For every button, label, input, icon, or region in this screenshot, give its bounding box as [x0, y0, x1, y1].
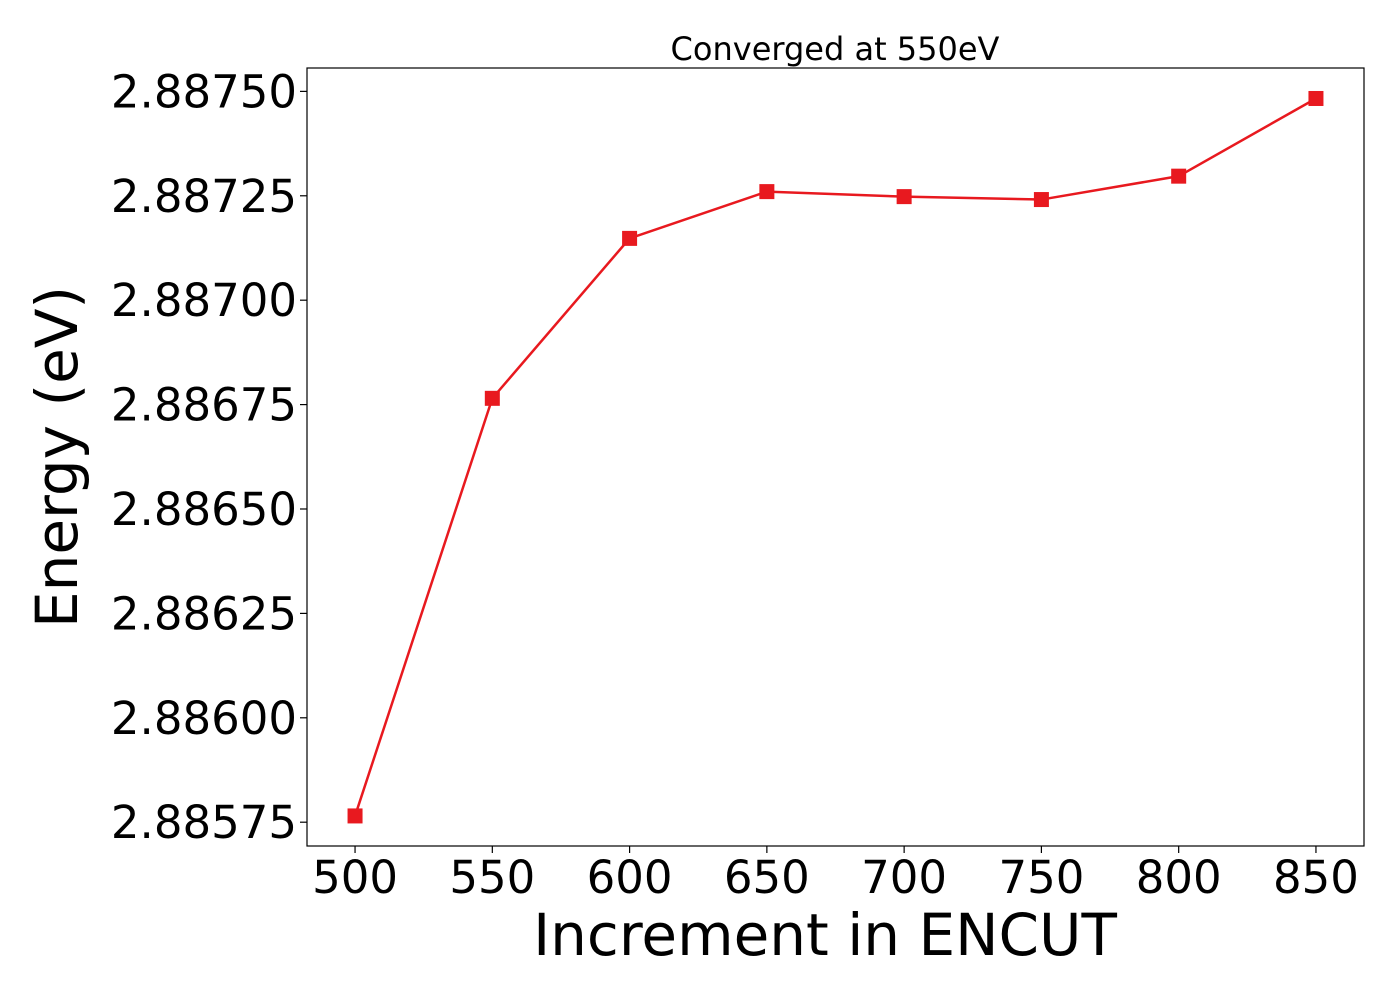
data-point-marker	[622, 230, 638, 246]
x-tick-label: 650	[724, 851, 810, 904]
data-point-marker	[896, 189, 912, 205]
x-tick-label: 550	[449, 851, 535, 904]
data-point-marker	[1033, 192, 1049, 208]
data-point-marker	[484, 390, 500, 406]
data-point-marker	[1171, 168, 1187, 184]
y-tick-label: 2.88700	[111, 274, 297, 327]
y-tick-label: 2.88675	[111, 379, 297, 432]
x-axis-label: Increment in ENCUT	[533, 901, 1117, 969]
y-tick-label: 2.88725	[111, 170, 297, 223]
series-layer	[347, 90, 1324, 824]
data-point-marker	[759, 184, 775, 200]
y-axis: 2.88575 2.88600 2.88625 2.88650 2.88675 2.887…	[111, 65, 307, 849]
data-point-marker	[1308, 90, 1324, 106]
x-tick-label: 800	[1136, 851, 1222, 904]
y-tick-label: 2.88750	[111, 65, 297, 118]
x-tick-label: 600	[587, 851, 673, 904]
y-tick-label: 2.88575	[111, 796, 297, 849]
data-point-marker	[347, 808, 363, 824]
plot-area-frame	[306, 67, 1365, 847]
y-tick-label: 2.88600	[111, 692, 297, 745]
x-tick-label: 850	[1273, 851, 1359, 904]
x-tick-label: 750	[998, 851, 1084, 904]
y-tick-label: 2.88625	[111, 587, 297, 640]
y-tick-label: 2.88650	[111, 483, 297, 536]
y-axis-label: Energy (eV)	[23, 286, 91, 628]
chart-title: Converged at 550eV	[671, 30, 1000, 68]
series-line	[353, 97, 1317, 817]
x-axis: 500 550 600 650 700 750 800 850	[312, 846, 1359, 904]
x-tick-label: 500	[312, 851, 398, 904]
x-tick-label: 700	[861, 851, 947, 904]
